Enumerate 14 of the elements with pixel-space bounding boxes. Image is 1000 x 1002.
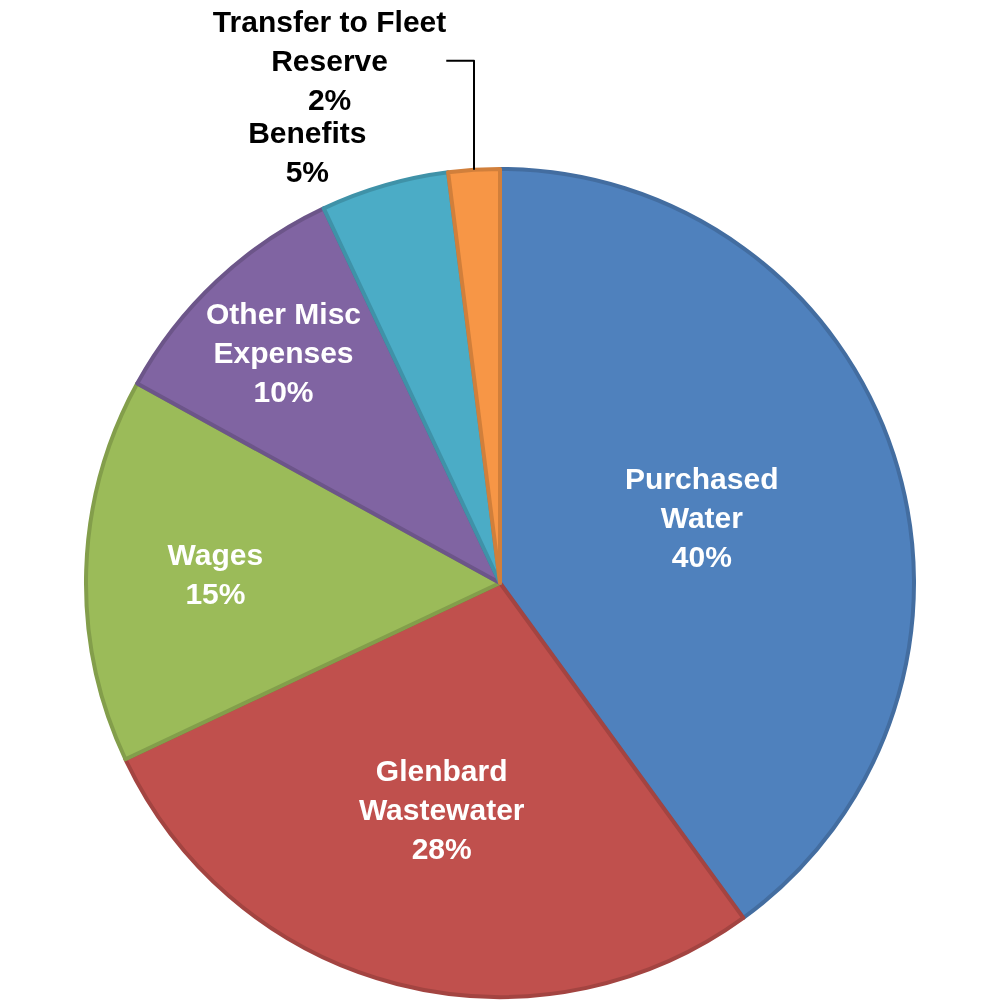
data-label: 40%: [671, 539, 732, 573]
slice-label: Glenbard Wastewater: [358, 753, 525, 826]
pie-slice: [123, 581, 746, 999]
data-label: 5%: [285, 155, 329, 189]
slice-label: Benefits: [248, 116, 367, 150]
data-label: 15%: [185, 577, 246, 611]
data-label: 28%: [411, 831, 472, 865]
pie-slice: [446, 167, 502, 585]
data-label: 2%: [307, 83, 352, 117]
slice-label: Transfer to Fleet Reserve: [212, 5, 447, 78]
slice-label: Purchased Water: [625, 461, 779, 534]
slice-label: Other Misc Expenses: [205, 296, 362, 369]
slice-label: Wages: [167, 538, 264, 572]
data-label: 10%: [253, 374, 314, 408]
